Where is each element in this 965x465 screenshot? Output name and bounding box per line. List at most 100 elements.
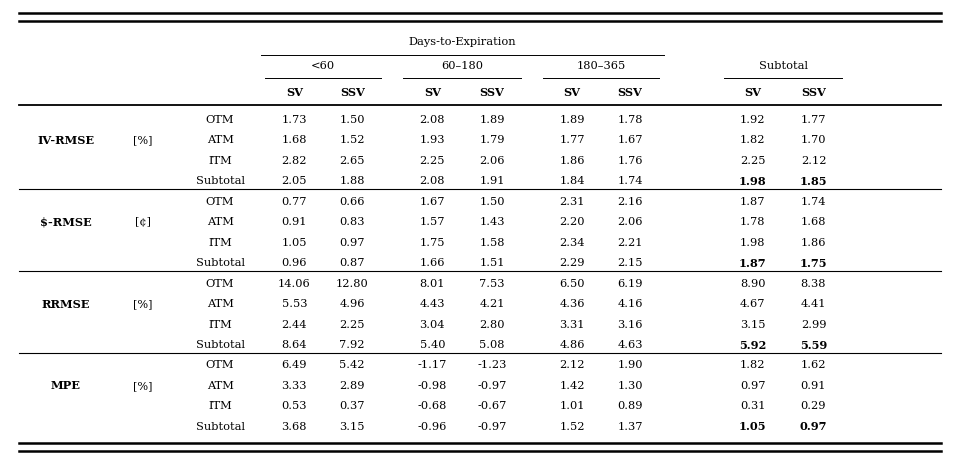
- Text: 1.43: 1.43: [480, 217, 505, 227]
- Text: 1.50: 1.50: [340, 115, 365, 125]
- Text: 1.82: 1.82: [740, 360, 765, 371]
- Text: 1.57: 1.57: [420, 217, 445, 227]
- Text: 6.19: 6.19: [618, 279, 643, 289]
- Text: 1.66: 1.66: [420, 258, 445, 268]
- Text: 4.96: 4.96: [340, 299, 365, 309]
- Text: 1.62: 1.62: [801, 360, 826, 371]
- Text: 1.51: 1.51: [480, 258, 505, 268]
- Text: 0.89: 0.89: [618, 401, 643, 412]
- Text: OTM: OTM: [206, 279, 234, 289]
- Text: 1.90: 1.90: [618, 360, 643, 371]
- Text: 6.50: 6.50: [560, 279, 585, 289]
- Text: 2.12: 2.12: [801, 156, 826, 166]
- Text: MPE: MPE: [50, 380, 81, 392]
- Text: SV: SV: [424, 86, 441, 98]
- Text: 4.86: 4.86: [560, 340, 585, 350]
- Text: 8.64: 8.64: [282, 340, 307, 350]
- Text: 1.77: 1.77: [801, 115, 826, 125]
- Text: 2.34: 2.34: [560, 238, 585, 248]
- Text: 1.75: 1.75: [420, 238, 445, 248]
- Text: SSV: SSV: [801, 86, 826, 98]
- Text: 5.53: 5.53: [282, 299, 307, 309]
- Text: 2.29: 2.29: [560, 258, 585, 268]
- Text: 0.97: 0.97: [800, 421, 827, 432]
- Text: 2.20: 2.20: [560, 217, 585, 227]
- Text: 8.90: 8.90: [740, 279, 765, 289]
- Text: [%]: [%]: [133, 299, 152, 309]
- Text: 1.92: 1.92: [740, 115, 765, 125]
- Text: 1.58: 1.58: [480, 238, 505, 248]
- Text: Subtotal: Subtotal: [196, 258, 244, 268]
- Text: [%]: [%]: [133, 135, 152, 146]
- Text: 0.97: 0.97: [740, 381, 765, 391]
- Text: 1.68: 1.68: [282, 135, 307, 146]
- Text: 2.25: 2.25: [740, 156, 765, 166]
- Text: 5.40: 5.40: [420, 340, 445, 350]
- Text: 1.85: 1.85: [800, 176, 827, 187]
- Text: 2.31: 2.31: [560, 197, 585, 207]
- Text: 5.08: 5.08: [480, 340, 505, 350]
- Text: OTM: OTM: [206, 115, 234, 125]
- Text: 1.70: 1.70: [801, 135, 826, 146]
- Text: 1.82: 1.82: [740, 135, 765, 146]
- Text: 3.68: 3.68: [282, 422, 307, 432]
- Text: SV: SV: [564, 86, 581, 98]
- Text: 3.31: 3.31: [560, 319, 585, 330]
- Text: ATM: ATM: [207, 135, 234, 146]
- Text: 2.25: 2.25: [340, 319, 365, 330]
- Text: 1.78: 1.78: [618, 115, 643, 125]
- Text: 0.77: 0.77: [282, 197, 307, 207]
- Text: 1.84: 1.84: [560, 176, 585, 186]
- Text: 2.08: 2.08: [420, 115, 445, 125]
- Text: 3.15: 3.15: [340, 422, 365, 432]
- Text: 8.01: 8.01: [420, 279, 445, 289]
- Text: ATM: ATM: [207, 381, 234, 391]
- Text: -0.96: -0.96: [418, 422, 447, 432]
- Text: [%]: [%]: [133, 381, 152, 391]
- Text: 2.80: 2.80: [480, 319, 505, 330]
- Text: 4.21: 4.21: [480, 299, 505, 309]
- Text: 2.44: 2.44: [282, 319, 307, 330]
- Text: Subtotal: Subtotal: [196, 422, 244, 432]
- Text: 2.05: 2.05: [282, 176, 307, 186]
- Text: 4.63: 4.63: [618, 340, 643, 350]
- Text: Subtotal: Subtotal: [758, 61, 808, 71]
- Text: 2.99: 2.99: [801, 319, 826, 330]
- Text: 1.05: 1.05: [739, 421, 766, 432]
- Text: OTM: OTM: [206, 197, 234, 207]
- Text: 5.92: 5.92: [739, 339, 766, 351]
- Text: 4.36: 4.36: [560, 299, 585, 309]
- Text: RRMSE: RRMSE: [41, 299, 90, 310]
- Text: 7.53: 7.53: [480, 279, 505, 289]
- Text: ITM: ITM: [208, 319, 232, 330]
- Text: 1.98: 1.98: [740, 238, 765, 248]
- Text: 8.38: 8.38: [801, 279, 826, 289]
- Text: 1.87: 1.87: [740, 197, 765, 207]
- Text: 1.88: 1.88: [340, 176, 365, 186]
- Text: ITM: ITM: [208, 238, 232, 248]
- Text: 1.37: 1.37: [618, 422, 643, 432]
- Text: 2.21: 2.21: [618, 238, 643, 248]
- Text: 2.15: 2.15: [618, 258, 643, 268]
- Text: Subtotal: Subtotal: [196, 176, 244, 186]
- Text: 1.01: 1.01: [560, 401, 585, 412]
- Text: 1.50: 1.50: [480, 197, 505, 207]
- Text: 2.16: 2.16: [618, 197, 643, 207]
- Text: 3.16: 3.16: [618, 319, 643, 330]
- Text: 12.80: 12.80: [336, 279, 369, 289]
- Text: SV: SV: [286, 86, 303, 98]
- Text: 1.05: 1.05: [282, 238, 307, 248]
- Text: SSV: SSV: [618, 86, 643, 98]
- Text: 0.96: 0.96: [282, 258, 307, 268]
- Text: IV-RMSE: IV-RMSE: [37, 135, 95, 146]
- Text: 1.78: 1.78: [740, 217, 765, 227]
- Text: 4.43: 4.43: [420, 299, 445, 309]
- Text: 1.86: 1.86: [801, 238, 826, 248]
- Text: 4.67: 4.67: [740, 299, 765, 309]
- Text: 7.92: 7.92: [340, 340, 365, 350]
- Text: 3.15: 3.15: [740, 319, 765, 330]
- Text: 1.74: 1.74: [618, 176, 643, 186]
- Text: 1.67: 1.67: [618, 135, 643, 146]
- Text: 1.91: 1.91: [480, 176, 505, 186]
- Text: ATM: ATM: [207, 217, 234, 227]
